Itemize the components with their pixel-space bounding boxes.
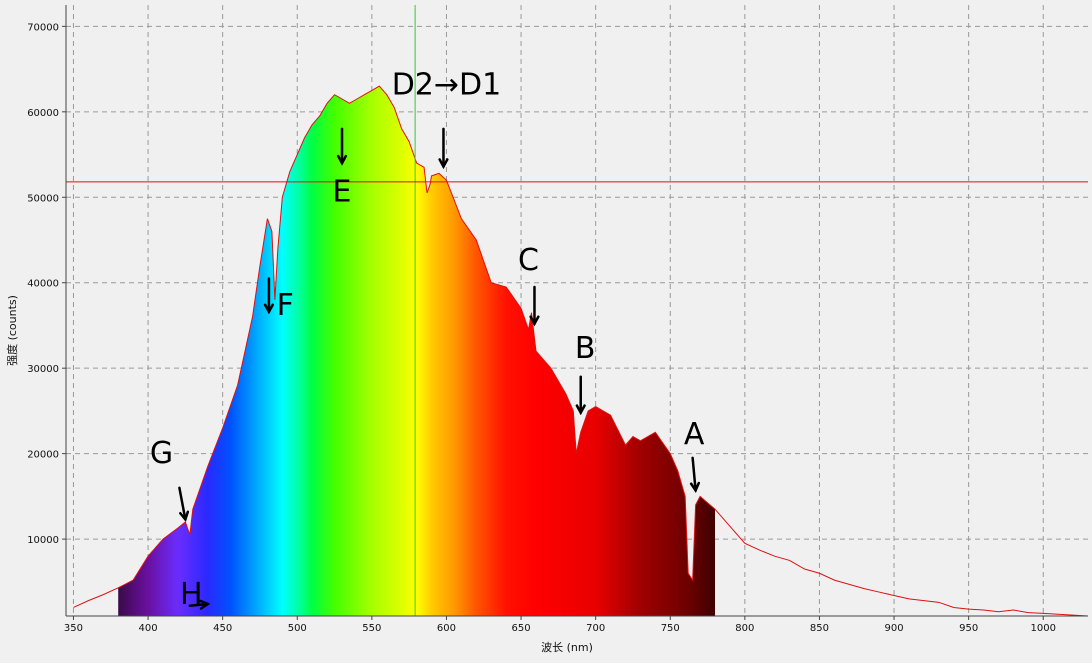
annotation-label: F [277,288,294,323]
annotation-arrowhead [438,158,449,170]
annotation-arrowhead [336,154,348,166]
annotation-arrow [178,486,187,521]
annotation-arrowhead [179,510,190,522]
annotation-label: B [575,331,596,366]
x-tick-label: 450 [213,623,232,634]
annotation-label: E [333,175,352,210]
spectrum-series-line [73,85,1088,616]
annotation-label: A [684,417,705,452]
annotation-arrowhead [689,481,701,493]
x-tick-label: 600 [437,623,456,634]
y-axis-title: 强度 (counts) [5,295,19,366]
x-tick-label: 500 [288,623,307,634]
annotation-label: C [518,243,539,278]
annotation-arrowhead [263,303,274,315]
x-tick-label: 900 [884,623,903,634]
y-axis-ticks: 10000 20000 30000 40000 50000 60000 70000 [27,22,66,546]
x-tick-label: 800 [735,623,754,634]
spectrum-fill-area [118,86,716,616]
x-tick-label: 1000 [1031,623,1056,634]
y-tick-label: 30000 [27,364,59,375]
x-tick-label: 950 [959,623,978,634]
y-tick-label: 50000 [27,193,59,204]
annotation-label: D2→D1 [392,68,502,103]
annotation-arrow [691,456,697,492]
y-tick-label: 70000 [27,22,59,33]
annotation-label: H [180,577,203,612]
x-tick-label: 650 [512,623,531,634]
annotation-arrowhead [575,404,586,416]
x-tick-label: 550 [362,623,381,634]
annotations: H G F E D2→D1 C B A [150,68,705,612]
annotation-arrowhead [529,315,540,327]
annotation-label: G [150,436,173,471]
x-tick-label: 400 [139,623,158,634]
annotation-arrowhead [199,599,211,610]
x-tick-label: 700 [586,623,605,634]
y-tick-label: 10000 [27,535,59,546]
y-tick-label: 20000 [27,450,59,461]
axes [65,5,1088,617]
y-tick-label: 40000 [27,279,59,290]
x-axis-title: 波长 (nm) [541,641,593,654]
x-axis-ticks: 350 400 450 500 550 600 650 700 750 800 850 900 950 1… [64,616,1056,634]
annotation-arrow [188,602,209,607]
x-tick-label: 850 [810,623,829,634]
y-tick-label: 60000 [27,108,59,119]
x-tick-label: 750 [661,623,680,634]
x-tick-label: 350 [64,623,83,634]
